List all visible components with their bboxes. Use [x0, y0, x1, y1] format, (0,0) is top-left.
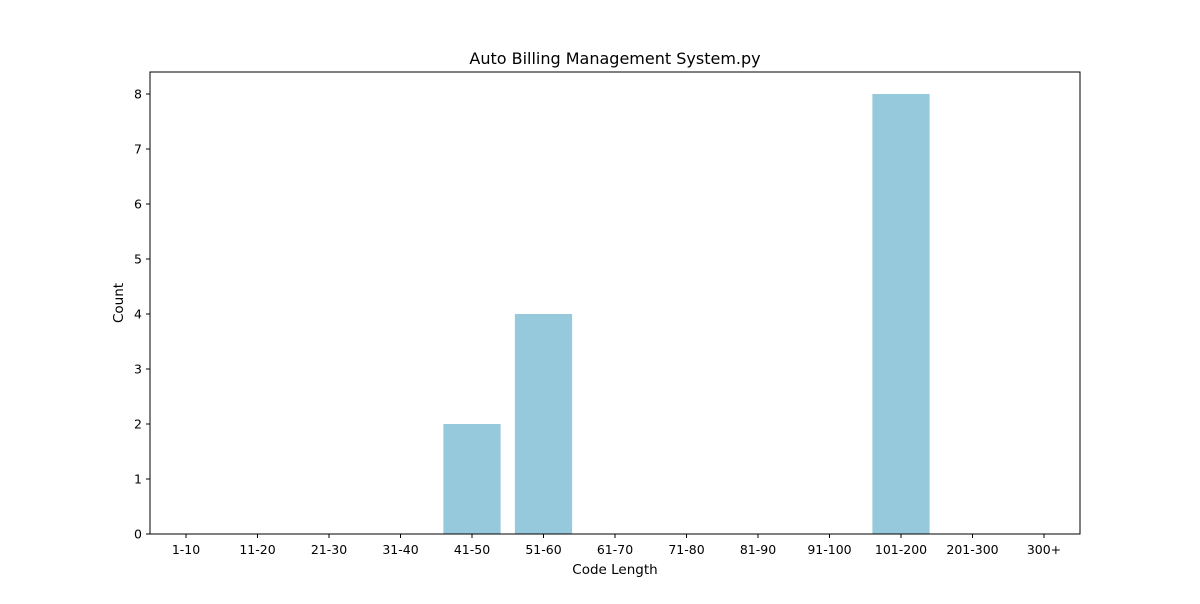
x-axis-ticks: 1-10 11-20 21-30 31-40 41-50 51-60 61-70 71-80 8…: [172, 534, 1061, 557]
y-tick-label: 7: [134, 142, 142, 157]
x-tick-label: 11-20: [239, 542, 275, 557]
bars-layer: [443, 94, 930, 534]
x-tick-label: 91-100: [807, 542, 851, 557]
y-tick-label: 2: [134, 417, 142, 432]
x-tick-label: 41-50: [454, 542, 490, 557]
y-tick-label: 3: [134, 362, 142, 377]
x-tick-label: 1-10: [172, 542, 200, 557]
x-tick-label: 71-80: [668, 542, 704, 557]
plot-frame: [149, 71, 1081, 535]
x-axis-label: Code Length: [572, 562, 657, 578]
bar-41-50: [443, 424, 501, 534]
y-axis-ticks: 0 1 2 3 4 5 6 7 8: [134, 87, 150, 542]
y-tick-label: 6: [134, 197, 142, 212]
y-tick-label: 1: [134, 472, 142, 487]
y-tick-label: 8: [134, 87, 142, 102]
x-tick-label: 31-40: [382, 542, 418, 557]
x-tick-label: 101-200: [875, 542, 927, 557]
bar-51-60: [514, 314, 573, 534]
x-tick-label: 51-60: [525, 542, 561, 557]
y-tick-label: 5: [134, 252, 142, 267]
x-tick-label: 201-300: [946, 542, 998, 557]
chart-title: Auto Billing Management System.py: [469, 49, 760, 68]
bar-101-200: [872, 94, 930, 534]
x-tick-label: 61-70: [597, 542, 633, 557]
y-axis-label: Count: [111, 283, 127, 323]
x-tick-label: 300+: [1027, 542, 1061, 557]
x-tick-label: 21-30: [311, 542, 347, 557]
y-tick-label: 0: [134, 527, 142, 542]
x-tick-label: 81-90: [740, 542, 776, 557]
y-tick-label: 4: [134, 307, 142, 322]
